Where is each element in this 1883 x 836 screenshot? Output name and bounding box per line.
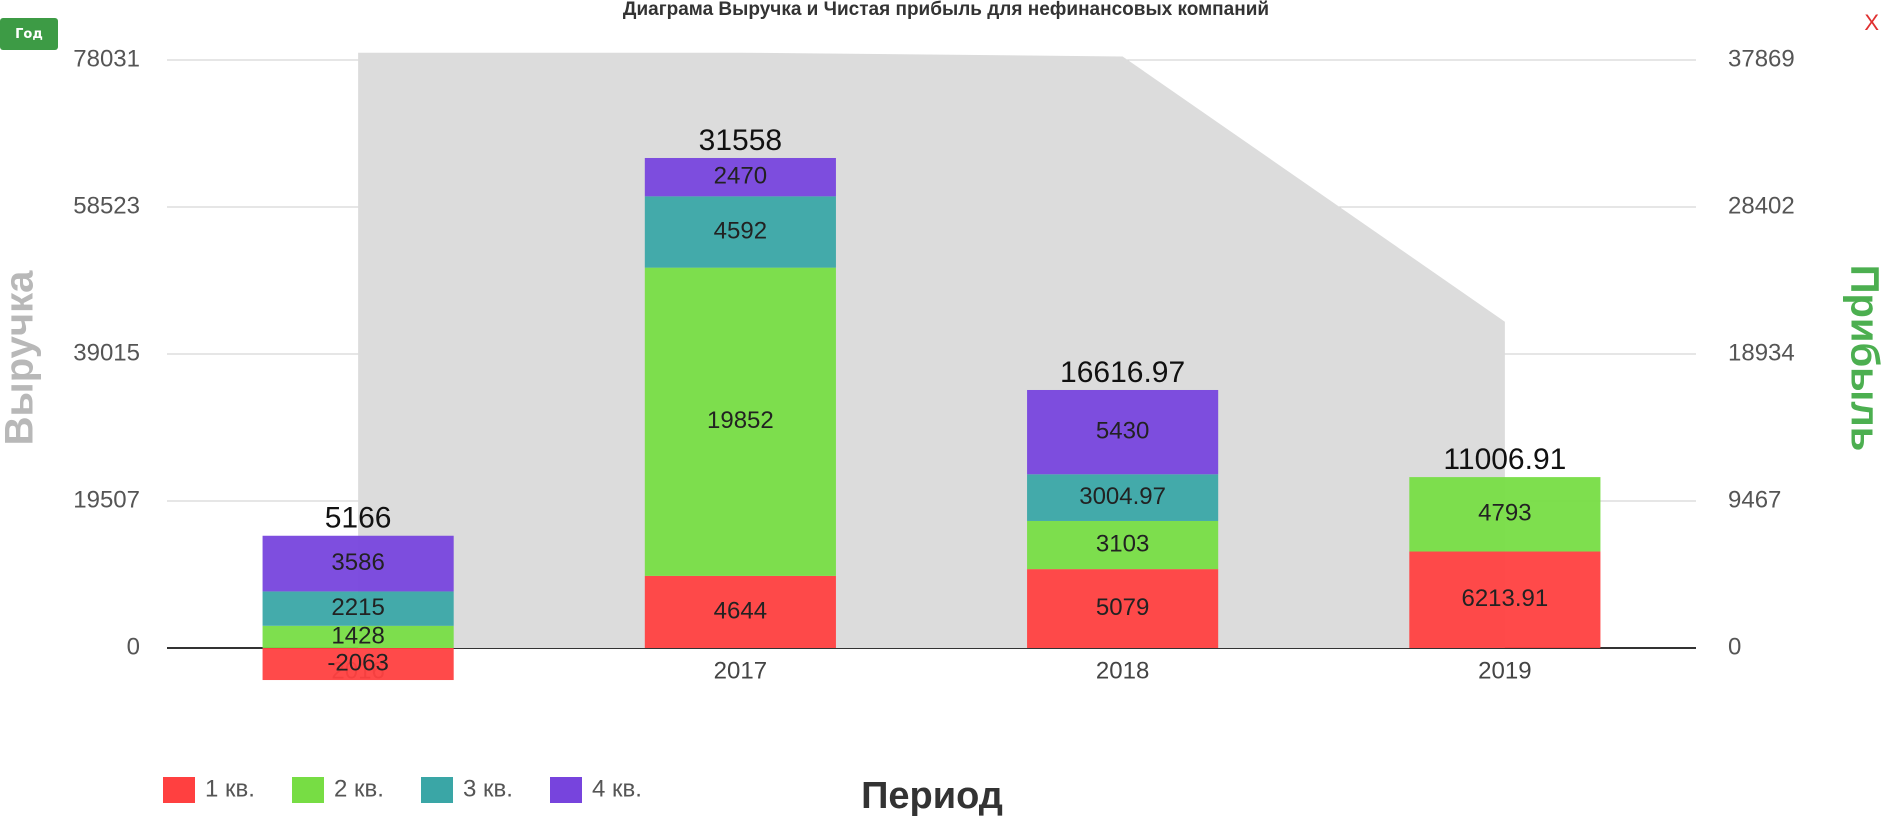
data-label: 2470 (714, 163, 767, 190)
bar-segment (644, 267, 836, 576)
data-label: 3586 (331, 549, 384, 576)
y-tick-label: 0 (127, 633, 140, 660)
y-axis-title: Выручка (0, 270, 42, 445)
bar-segment (644, 196, 836, 268)
bar-segment (1027, 569, 1219, 648)
data-label: -2063 (327, 649, 388, 676)
data-label: 1428 (331, 622, 384, 649)
data-label: 2215 (331, 594, 384, 621)
data-label: 6213.91 (1461, 585, 1548, 612)
y2-tick-label: 28402 (1728, 192, 1795, 219)
legend-swatch (550, 777, 582, 803)
x-tick-label: 2019 (1478, 657, 1531, 684)
legend-label: 4 кв. (592, 775, 642, 802)
chart-title: Диаграма Выручка и Чистая прибыль для не… (623, 0, 1269, 20)
total-label: 5166 (325, 502, 392, 535)
y-tick-label: 39015 (73, 339, 140, 366)
bar-segment (262, 648, 454, 681)
bar-segment (1027, 389, 1219, 475)
y2-tick-label: 9467 (1728, 486, 1781, 513)
bar-segment (644, 575, 836, 648)
total-label: 31558 (699, 124, 782, 157)
y2-tick-label: 0 (1728, 633, 1741, 660)
legend-label: 3 кв. (463, 775, 513, 802)
y2-tick-label: 18934 (1728, 339, 1795, 366)
data-label: 5079 (1096, 594, 1149, 621)
x-tick-label: 2018 (1096, 657, 1149, 684)
bar-segment (1409, 551, 1601, 648)
legend-label: 2 кв. (334, 775, 384, 802)
year-button[interactable]: Год (0, 18, 58, 50)
data-label: 4793 (1478, 500, 1531, 527)
data-label: 19852 (707, 407, 774, 434)
x-tick-label: 2017 (714, 657, 767, 684)
data-label: 3103 (1096, 530, 1149, 557)
legend-swatch (163, 777, 195, 803)
bar-segment (262, 535, 454, 592)
revenue-area (358, 52, 1505, 649)
legend-swatch (292, 777, 324, 803)
legend-label: 1 кв. (205, 775, 255, 802)
y-tick-label: 19507 (73, 486, 140, 513)
y-tick-label: 58523 (73, 192, 140, 219)
data-label: 5430 (1096, 417, 1149, 444)
bar-segment (262, 625, 454, 648)
data-label: 4592 (714, 217, 767, 244)
y-tick-label: 78031 (73, 45, 140, 72)
data-label: 4644 (714, 597, 767, 624)
bar-segment (644, 157, 836, 197)
total-label: 11006.91 (1443, 443, 1566, 476)
y2-tick-label: 37869 (1728, 45, 1795, 72)
bar-segment (1027, 520, 1219, 570)
bar-segment (262, 591, 454, 626)
close-button[interactable]: X (1864, 10, 1879, 35)
data-label: 3004.97 (1079, 483, 1166, 510)
bar-segment (1409, 477, 1601, 552)
legend-swatch (421, 777, 453, 803)
total-label: 16616.97 (1060, 356, 1185, 389)
y2-axis-title: Прибыль (1842, 265, 1883, 452)
bar-segment (1027, 474, 1219, 521)
x-axis-title: Период (861, 775, 1003, 817)
